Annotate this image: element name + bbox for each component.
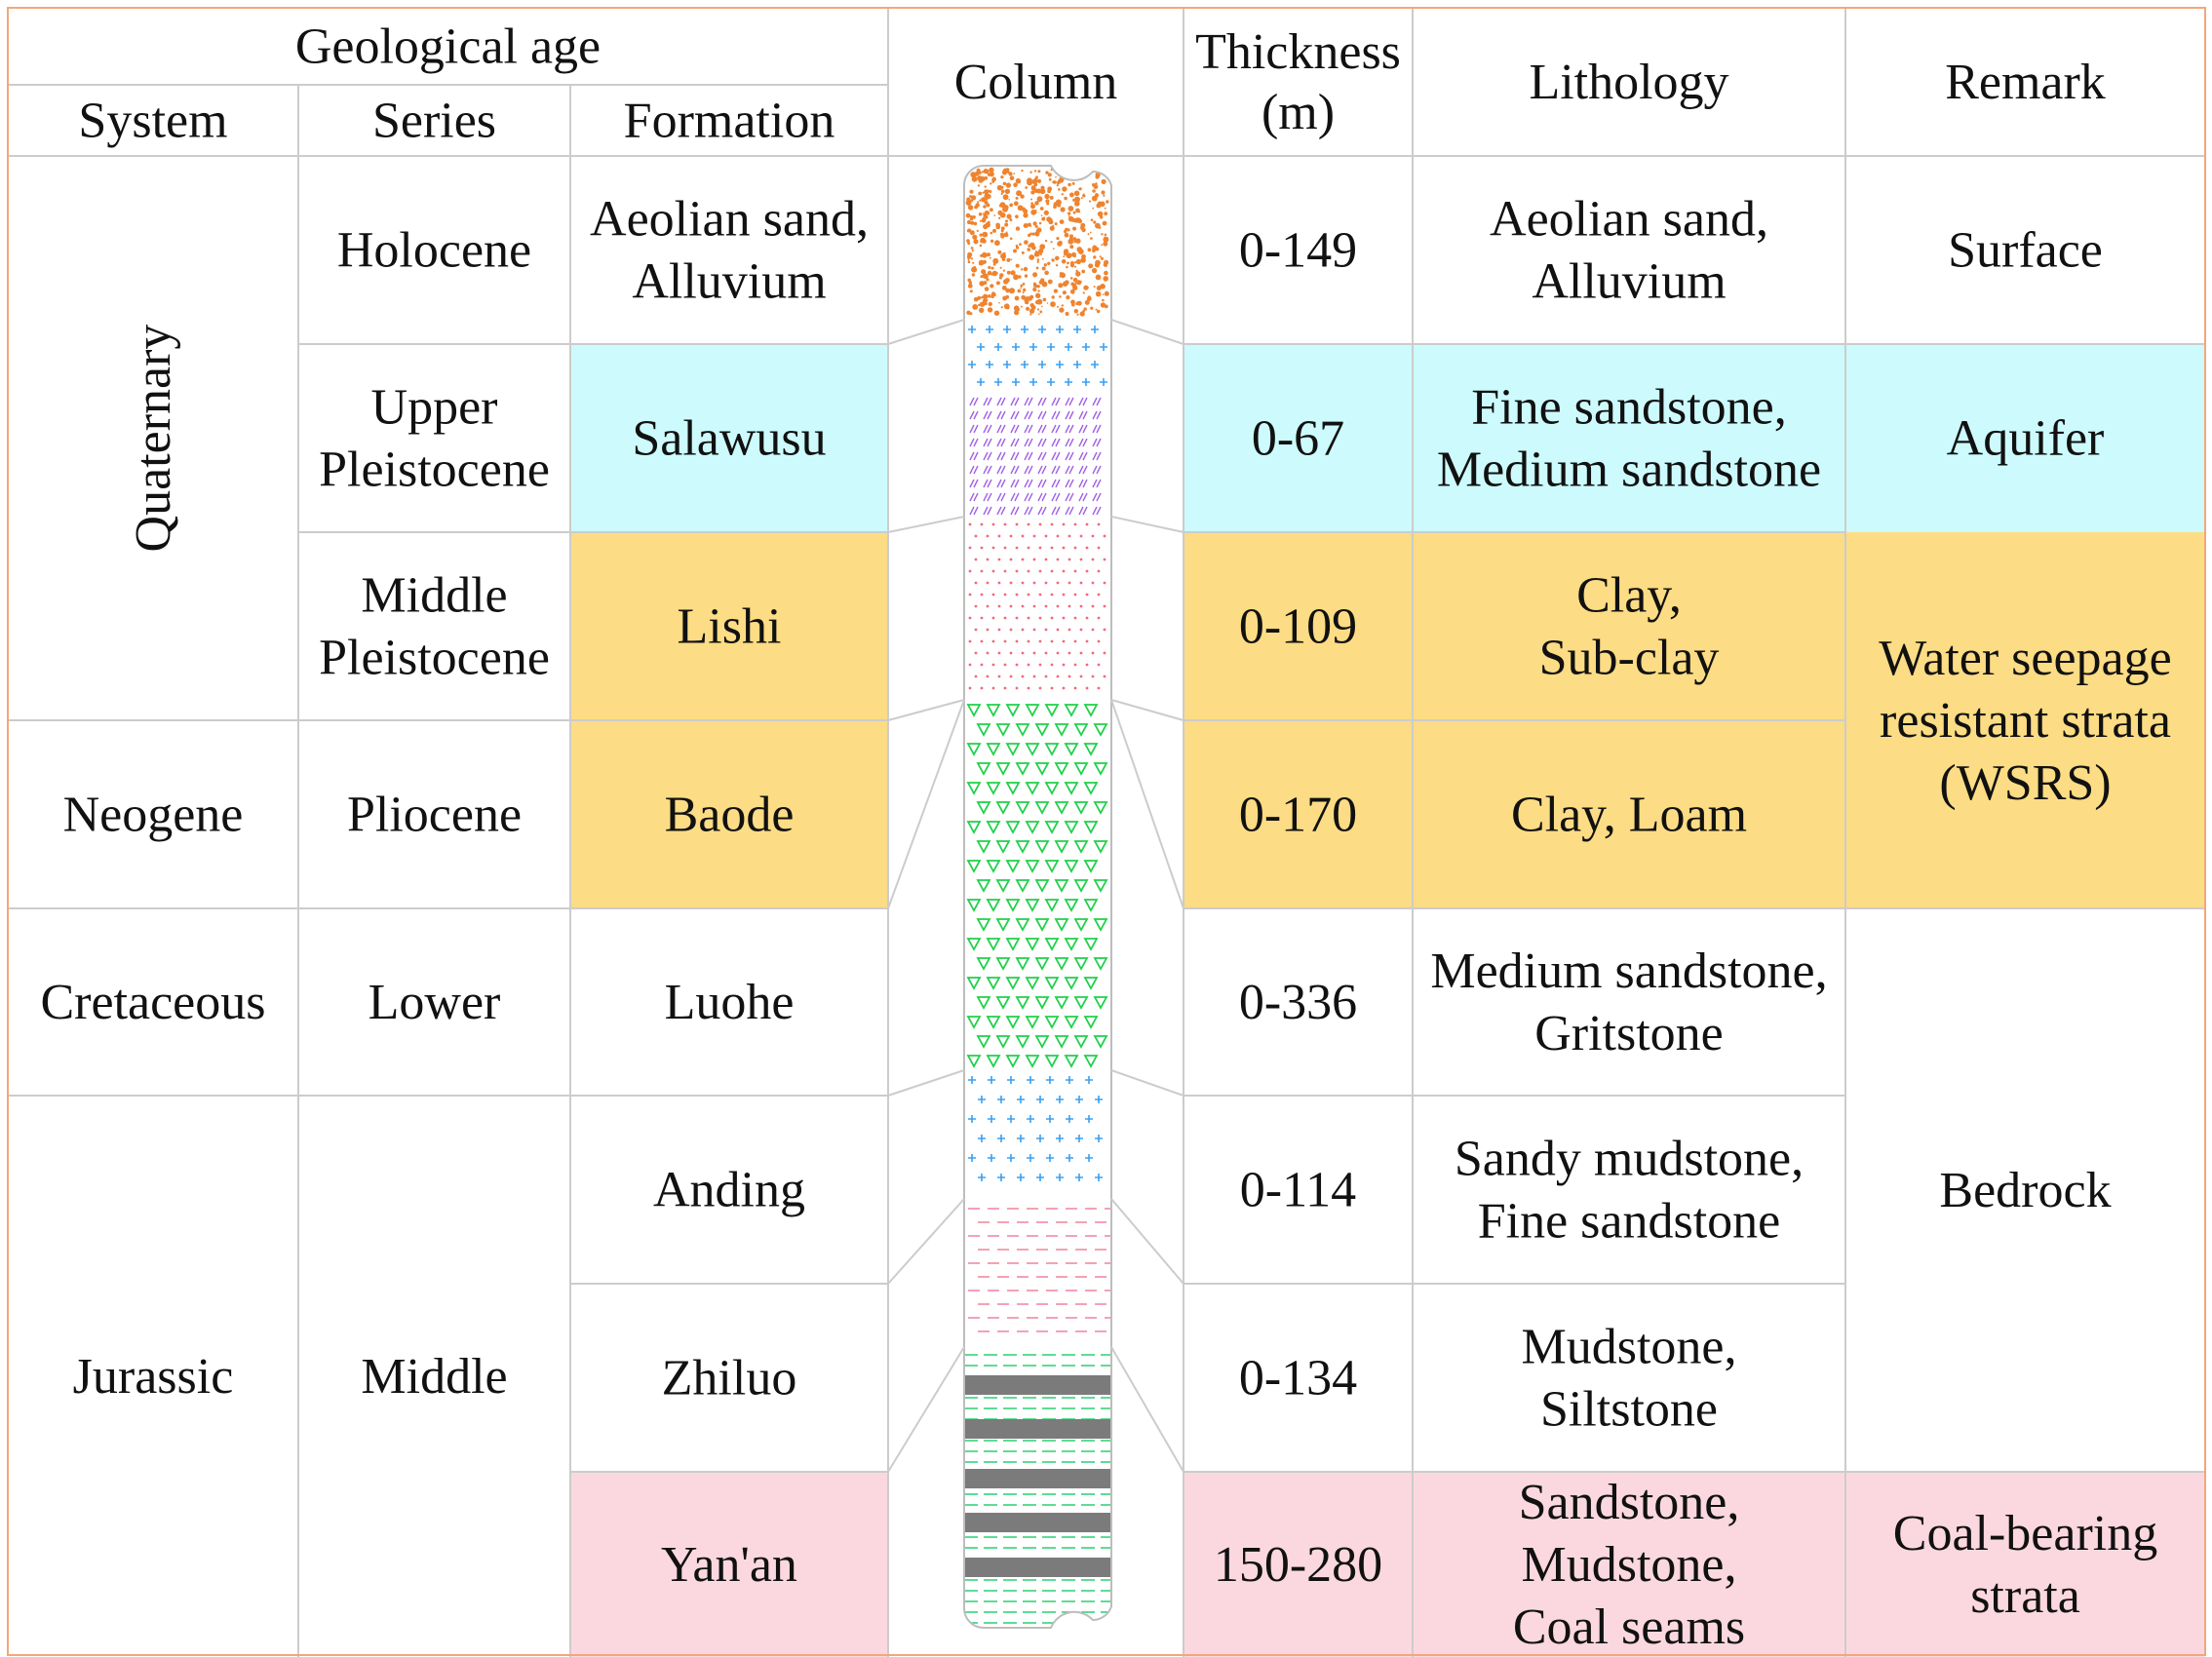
coal-bearing-pattern bbox=[964, 1347, 1111, 1628]
lithology-5: Medium sandstone, Gritstone bbox=[1430, 944, 1827, 1061]
formation-8: Yan'an bbox=[661, 1537, 797, 1593]
header-system: System bbox=[78, 93, 227, 148]
formation-6: Anding bbox=[653, 1162, 805, 1217]
table-grid bbox=[7, 7, 2206, 1657]
connector-right-2 bbox=[1110, 516, 1184, 533]
series-holocene: Holocene bbox=[337, 222, 531, 278]
salawusu-formation-fill bbox=[570, 344, 888, 532]
connector-left-7 bbox=[887, 1346, 965, 1473]
table-outer-border bbox=[7, 7, 2206, 1656]
column-patterns bbox=[964, 166, 1111, 1628]
remark-bedrock: Bedrock bbox=[1939, 1163, 2111, 1218]
system-quaternary: Quaternary bbox=[126, 325, 181, 553]
clay-pattern bbox=[964, 517, 1111, 700]
lithology-1: Aeolian sand, Alluvium bbox=[1490, 191, 1768, 309]
formation-5: Luohe bbox=[665, 975, 795, 1030]
header-column: Column bbox=[954, 55, 1118, 110]
thickness-6: 0-114 bbox=[1240, 1162, 1356, 1217]
connector-right-1 bbox=[1110, 319, 1184, 345]
lithology-8: Sandstone, Mudstone, Coal seams bbox=[1513, 1475, 1745, 1655]
aeolian-sand-pattern bbox=[964, 166, 1111, 320]
connector-left-3 bbox=[887, 699, 965, 721]
remark-wsrs: Water seepage resistant strata (WSRS) bbox=[1879, 631, 2171, 811]
system-neogene: Neogene bbox=[63, 787, 244, 842]
thickness-1: 0-149 bbox=[1239, 222, 1357, 278]
connector-left-4 bbox=[887, 699, 965, 909]
thickness-3: 0-109 bbox=[1239, 598, 1357, 654]
connector-left-5 bbox=[887, 1069, 965, 1097]
column-outline bbox=[963, 165, 1112, 1629]
connector-left-1 bbox=[887, 319, 965, 345]
series-upper-pleistocene: Upper Pleistocene bbox=[319, 379, 550, 497]
lithology-7: Mudstone, Siltstone bbox=[1522, 1319, 1737, 1437]
lithology-6: Sandy mudstone, Fine sandstone bbox=[1455, 1131, 1804, 1249]
connector-right-4 bbox=[1110, 699, 1184, 909]
connector-right-7 bbox=[1110, 1346, 1184, 1473]
header-lithology: Lithology bbox=[1529, 55, 1728, 110]
sandy-mudstone-pattern bbox=[964, 1070, 1111, 1199]
thickness-2: 0-67 bbox=[1252, 410, 1344, 466]
remark-coal-bearing: Coal-bearing strata bbox=[1893, 1506, 2157, 1624]
medium-sandstone-pattern bbox=[964, 394, 1111, 517]
lithology-2: Fine sandstone, Medium sandstone bbox=[1437, 379, 1821, 497]
yanan-info-fill bbox=[1184, 1472, 2205, 1657]
series-middle: Middle bbox=[361, 1349, 507, 1405]
connector-right-6 bbox=[1110, 1198, 1184, 1285]
lithology-4: Clay, Loam bbox=[1511, 787, 1747, 842]
header-series: Series bbox=[372, 93, 496, 148]
header-geological-age: Geological age bbox=[295, 19, 601, 74]
thickness-4: 0-170 bbox=[1239, 787, 1357, 842]
salawusu-info-fill bbox=[1184, 344, 2205, 532]
header-formation: Formation bbox=[624, 93, 835, 148]
series-pliocene: Pliocene bbox=[347, 787, 522, 842]
thickness-5: 0-336 bbox=[1239, 975, 1357, 1030]
header-thickness: Thickness (m) bbox=[1195, 24, 1401, 140]
triangle-pattern bbox=[964, 700, 1111, 1070]
connector-right-5 bbox=[1110, 1069, 1184, 1097]
yanan-formation-fill bbox=[570, 1472, 888, 1657]
lithology-3: Clay, Sub-clay bbox=[1539, 567, 1720, 685]
connector-left-2 bbox=[887, 516, 965, 533]
formation-3: Lishi bbox=[678, 598, 782, 654]
table-text: Geological age System Series Formation Colum… bbox=[40, 19, 2171, 1655]
fine-sandstone-pattern bbox=[964, 320, 1111, 394]
thickness-8: 150-280 bbox=[1214, 1537, 1382, 1593]
header-remark: Remark bbox=[1945, 55, 2106, 110]
thickness-7: 0-134 bbox=[1239, 1350, 1357, 1406]
connector-right-3 bbox=[1110, 699, 1184, 721]
remark-aquifer: Aquifer bbox=[1947, 410, 2105, 466]
highlight-fills bbox=[570, 344, 2205, 1657]
series-lower: Lower bbox=[369, 975, 501, 1030]
formation-1: Aeolian sand, Alluvium bbox=[590, 191, 869, 309]
formation-7: Zhiluo bbox=[662, 1350, 797, 1406]
remark-surface: Surface bbox=[1948, 222, 2103, 278]
formation-4: Baode bbox=[665, 787, 795, 842]
system-jurassic: Jurassic bbox=[73, 1349, 234, 1405]
series-middle-pleistocene: Middle Pleistocene bbox=[319, 567, 550, 685]
connector-left-6 bbox=[887, 1198, 965, 1285]
mudstone-pattern bbox=[964, 1199, 1111, 1347]
system-cretaceous: Cretaceous bbox=[40, 975, 265, 1030]
formation-2: Salawusu bbox=[632, 410, 826, 466]
lithology-column bbox=[887, 165, 1184, 1629]
